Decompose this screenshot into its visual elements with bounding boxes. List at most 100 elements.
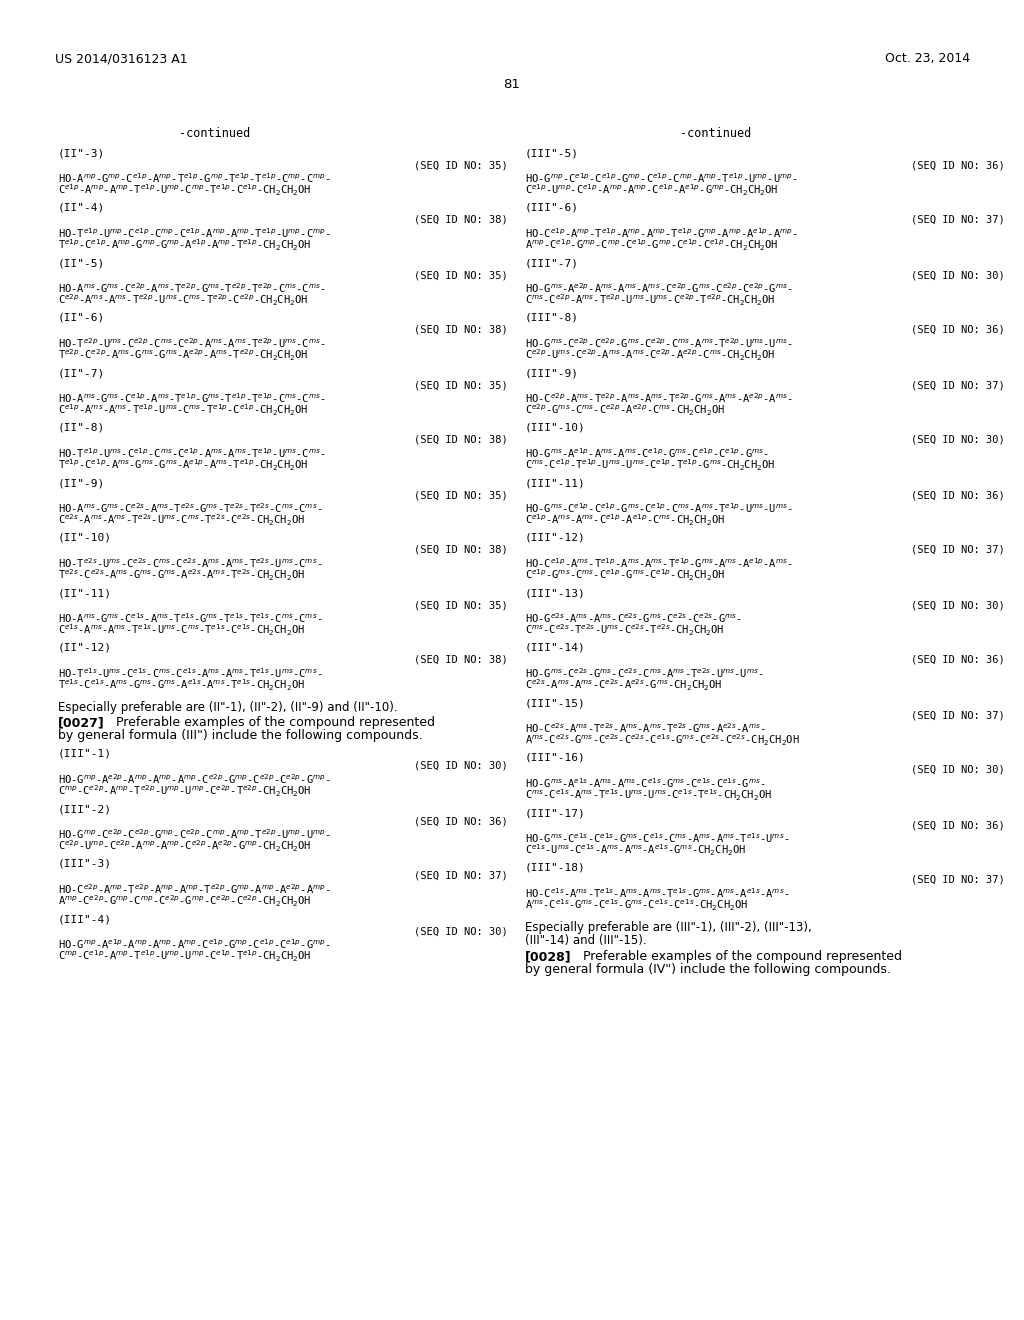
Text: (II"-8): (II"-8) — [58, 422, 105, 433]
Text: (II"-12): (II"-12) — [58, 643, 112, 653]
Text: HO-G$^{mp}$-A$^{e2p}$-A$^{mp}$-A$^{mp}$-A$^{mp}$-C$^{e2p}$-G$^{mp}$-C$^{e2p}$-C$: HO-G$^{mp}$-A$^{e2p}$-A$^{mp}$-A$^{mp}$-… — [58, 772, 331, 785]
Text: (SEQ ID NO: 30): (SEQ ID NO: 30) — [911, 766, 1005, 775]
Text: HO-G$^{mp}$-A$^{e1p}$-A$^{mp}$-A$^{mp}$-A$^{mp}$-C$^{e1p}$-G$^{mp}$-C$^{e1p}$-C$: HO-G$^{mp}$-A$^{e1p}$-A$^{mp}$-A$^{mp}$-… — [58, 937, 331, 950]
Text: (SEQ ID NO: 36): (SEQ ID NO: 36) — [911, 160, 1005, 170]
Text: (II"-5): (II"-5) — [58, 257, 105, 268]
Text: (III"-15): (III"-15) — [525, 698, 586, 708]
Text: (II"-7): (II"-7) — [58, 368, 105, 378]
Text: (III"-3): (III"-3) — [58, 859, 112, 869]
Text: HO-G$^{ms}$-C$^{e2s}$-G$^{ms}$-C$^{e2s}$-C$^{ms}$-A$^{ms}$-T$^{e2s}$-U$^{ms}$-U$: HO-G$^{ms}$-C$^{e2s}$-G$^{ms}$-C$^{e2s}$… — [525, 667, 764, 680]
Text: C$^{ms}$-C$^{e1s}$-A$^{ms}$-T$^{e1s}$-U$^{ms}$-U$^{ms}$-C$^{e1s}$-T$^{e1s}$-CH$_: C$^{ms}$-C$^{e1s}$-A$^{ms}$-T$^{e1s}$-U$… — [525, 787, 772, 803]
Text: C$^{e1p}$-A$^{mp}$-A$^{mp}$-T$^{e1p}$-U$^{mp}$-C$^{mp}$-T$^{e1p}$-C$^{e1p}$-CH$_: C$^{e1p}$-A$^{mp}$-A$^{mp}$-T$^{e1p}$-U$… — [58, 182, 311, 198]
Text: (SEQ ID NO: 37): (SEQ ID NO: 37) — [911, 875, 1005, 884]
Text: C$^{ms}$-C$^{e2p}$-A$^{ms}$-T$^{e2p}$-U$^{ms}$-U$^{ms}$-C$^{e2p}$-T$^{e2p}$-CH$_: C$^{ms}$-C$^{e2p}$-A$^{ms}$-T$^{e2p}$-U$… — [525, 292, 775, 308]
Text: HO-G$^{mp}$-C$^{e1p}$-C$^{e1p}$-G$^{mp}$-C$^{e1p}$-C$^{mp}$-A$^{mp}$-T$^{e1p}$-U: HO-G$^{mp}$-C$^{e1p}$-C$^{e1p}$-G$^{mp}$… — [525, 172, 798, 185]
Text: (SEQ ID NO: 37): (SEQ ID NO: 37) — [911, 215, 1005, 224]
Text: (III"-10): (III"-10) — [525, 422, 586, 433]
Text: HO-G$^{mp}$-C$^{e2p}$-C$^{e2p}$-G$^{mp}$-C$^{e2p}$-C$^{mp}$-A$^{mp}$-T$^{e2p}$-U: HO-G$^{mp}$-C$^{e2p}$-C$^{e2p}$-G$^{mp}$… — [58, 828, 331, 841]
Text: Oct. 23, 2014: Oct. 23, 2014 — [885, 51, 970, 65]
Text: (III"-1): (III"-1) — [58, 748, 112, 759]
Text: (III"-6): (III"-6) — [525, 203, 579, 213]
Text: HO-A$^{ms}$-G$^{ms}$-C$^{e2p}$-A$^{ms}$-T$^{e2p}$-G$^{ms}$-T$^{e2p}$-T$^{e2p}$-C: HO-A$^{ms}$-G$^{ms}$-C$^{e2p}$-A$^{ms}$-… — [58, 281, 326, 294]
Text: (SEQ ID NO: 37): (SEQ ID NO: 37) — [415, 871, 508, 880]
Text: HO-G$^{ms}$-A$^{e1p}$-A$^{ms}$-A$^{ms}$-C$^{e1p}$-G$^{ms}$-C$^{e1p}$-C$^{e1p}$-G: HO-G$^{ms}$-A$^{e1p}$-A$^{ms}$-A$^{ms}$-… — [525, 446, 769, 459]
Text: (III"-7): (III"-7) — [525, 257, 579, 268]
Text: (III"-14): (III"-14) — [525, 643, 586, 653]
Text: A$^{mp}$-C$^{e1p}$-G$^{mp}$-C$^{mp}$-C$^{e1p}$-G$^{mp}$-C$^{e1p}$-C$^{e1p}$-CH$_: A$^{mp}$-C$^{e1p}$-G$^{mp}$-C$^{mp}$-C$^… — [525, 238, 778, 252]
Text: -continued: -continued — [680, 127, 752, 140]
Text: (III"-13): (III"-13) — [525, 587, 586, 598]
Text: (SEQ ID NO: 30): (SEQ ID NO: 30) — [415, 762, 508, 771]
Text: HO-A$^{ms}$-G$^{ms}$-C$^{e1s}$-A$^{ms}$-T$^{e1s}$-G$^{ms}$-T$^{e1s}$-T$^{e1s}$-C: HO-A$^{ms}$-G$^{ms}$-C$^{e1s}$-A$^{ms}$-… — [58, 611, 323, 624]
Text: (SEQ ID NO: 38): (SEQ ID NO: 38) — [415, 436, 508, 445]
Text: HO-C$^{e1s}$-A$^{ms}$-T$^{e1s}$-A$^{ms}$-A$^{ms}$-T$^{e1s}$-G$^{ms}$-A$^{ms}$-A$: HO-C$^{e1s}$-A$^{ms}$-T$^{e1s}$-A$^{ms}$… — [525, 886, 790, 900]
Text: (SEQ ID NO: 36): (SEQ ID NO: 36) — [911, 655, 1005, 665]
Text: (SEQ ID NO: 35): (SEQ ID NO: 35) — [415, 490, 508, 500]
Text: C$^{e1p}$-A$^{ms}$-A$^{ms}$-T$^{e1p}$-U$^{ms}$-C$^{ms}$-T$^{e1p}$-C$^{e1p}$-CH$_: C$^{e1p}$-A$^{ms}$-A$^{ms}$-T$^{e1p}$-U$… — [58, 403, 308, 417]
Text: A$^{ms}$-C$^{e2s}$-G$^{ms}$-C$^{e2s}$-C$^{e2s}$-C$^{e1s}$-G$^{ms}$-C$^{e2s}$-C$^: A$^{ms}$-C$^{e2s}$-G$^{ms}$-C$^{e2s}$-C$… — [525, 733, 800, 747]
Text: [0027]: [0027] — [58, 715, 104, 729]
Text: T$^{e1p}$-C$^{e1p}$-A$^{mp}$-G$^{mp}$-G$^{mp}$-A$^{e1p}$-A$^{mp}$-T$^{e1p}$-CH$_: T$^{e1p}$-C$^{e1p}$-A$^{mp}$-G$^{mp}$-G$… — [58, 238, 311, 252]
Text: C$^{e1s}$-U$^{ms}$-C$^{e1s}$-A$^{ms}$-A$^{ms}$-A$^{e1s}$-G$^{ms}$-CH$_2$CH$_2$OH: C$^{e1s}$-U$^{ms}$-C$^{e1s}$-A$^{ms}$-A$… — [525, 842, 746, 858]
Text: T$^{e2p}$-C$^{e2p}$-A$^{ms}$-G$^{ms}$-G$^{ms}$-A$^{e2p}$-A$^{ms}$-T$^{e2p}$-CH$_: T$^{e2p}$-C$^{e2p}$-A$^{ms}$-G$^{ms}$-G$… — [58, 347, 308, 363]
Text: T$^{e1s}$-C$^{e1s}$-A$^{ms}$-G$^{ms}$-G$^{ms}$-A$^{e1s}$-A$^{ms}$-T$^{e1s}$-CH$_: T$^{e1s}$-C$^{e1s}$-A$^{ms}$-G$^{ms}$-G$… — [58, 677, 305, 693]
Text: HO-C$^{e2p}$-A$^{mp}$-T$^{e2p}$-A$^{mp}$-A$^{mp}$-T$^{e2p}$-G$^{mp}$-A$^{mp}$-A$: HO-C$^{e2p}$-A$^{mp}$-T$^{e2p}$-A$^{mp}$… — [58, 882, 331, 896]
Text: (II"-9): (II"-9) — [58, 478, 105, 488]
Text: (III"-5): (III"-5) — [525, 148, 579, 158]
Text: HO-A$^{ms}$-G$^{ms}$-C$^{e1p}$-A$^{ms}$-T$^{e1p}$-G$^{ms}$-T$^{e1p}$-T$^{e1p}$-C: HO-A$^{ms}$-G$^{ms}$-C$^{e1p}$-A$^{ms}$-… — [58, 391, 326, 405]
Text: (SEQ ID NO: 35): (SEQ ID NO: 35) — [415, 601, 508, 610]
Text: (SEQ ID NO: 36): (SEQ ID NO: 36) — [911, 490, 1005, 500]
Text: T$^{e2s}$-C$^{e2s}$-A$^{ms}$-G$^{ms}$-G$^{ms}$-A$^{e2s}$-A$^{ms}$-T$^{e2s}$-CH$_: T$^{e2s}$-C$^{e2s}$-A$^{ms}$-G$^{ms}$-G$… — [58, 568, 305, 582]
Text: HO-A$^{ms}$-G$^{ms}$-C$^{e2s}$-A$^{ms}$-T$^{e2s}$-G$^{ms}$-T$^{e2s}$-T$^{e2s}$-C: HO-A$^{ms}$-G$^{ms}$-C$^{e2s}$-A$^{ms}$-… — [58, 502, 323, 515]
Text: C$^{e2p}$-U$^{ms}$-C$^{e2p}$-A$^{ms}$-A$^{ms}$-C$^{e2p}$-A$^{e2p}$-C$^{ms}$-CH$_: C$^{e2p}$-U$^{ms}$-C$^{e2p}$-A$^{ms}$-A$… — [525, 347, 775, 363]
Text: HO-C$^{e1p}$-A$^{mp}$-T$^{e1p}$-A$^{mp}$-A$^{mp}$-T$^{e1p}$-G$^{mp}$-A$^{mp}$-A$: HO-C$^{e1p}$-A$^{mp}$-T$^{e1p}$-A$^{mp}$… — [525, 226, 798, 240]
Text: by general formula (IV") include the following compounds.: by general formula (IV") include the fol… — [525, 964, 891, 975]
Text: (SEQ ID NO: 38): (SEQ ID NO: 38) — [415, 215, 508, 224]
Text: (III"-2): (III"-2) — [58, 804, 112, 814]
Text: Especially preferable are (II"-1), (II"-2), (II"-9) and (II"-10).: Especially preferable are (II"-1), (II"-… — [58, 701, 397, 714]
Text: C$^{e1s}$-A$^{ms}$-A$^{ms}$-T$^{e1s}$-U$^{ms}$-C$^{ms}$-T$^{e1s}$-C$^{e1s}$-CH$_: C$^{e1s}$-A$^{ms}$-A$^{ms}$-T$^{e1s}$-U$… — [58, 622, 305, 638]
Text: (III"-16): (III"-16) — [525, 752, 586, 763]
Text: (III"-9): (III"-9) — [525, 368, 579, 378]
Text: (SEQ ID NO: 30): (SEQ ID NO: 30) — [911, 436, 1005, 445]
Text: HO-G$^{ms}$-A$^{e2p}$-A$^{ms}$-A$^{ms}$-A$^{ms}$-C$^{e2p}$-G$^{ms}$-C$^{e2p}$-C$: HO-G$^{ms}$-A$^{e2p}$-A$^{ms}$-A$^{ms}$-… — [525, 281, 793, 294]
Text: (II"-10): (II"-10) — [58, 533, 112, 543]
Text: (II"-4): (II"-4) — [58, 203, 105, 213]
Text: (SEQ ID NO: 35): (SEQ ID NO: 35) — [415, 380, 508, 389]
Text: HO-C$^{e2s}$-A$^{ms}$-T$^{e2s}$-A$^{ms}$-A$^{ms}$-T$^{e2s}$-G$^{ms}$-A$^{e2s}$-A: HO-C$^{e2s}$-A$^{ms}$-T$^{e2s}$-A$^{ms}$… — [525, 721, 766, 735]
Text: (SEQ ID NO: 37): (SEQ ID NO: 37) — [911, 380, 1005, 389]
Text: (III"-12): (III"-12) — [525, 533, 586, 543]
Text: C$^{e2p}$-U$^{mp}$-C$^{e2p}$-A$^{mp}$-A$^{mp}$-C$^{e2p}$-A$^{e2p}$-G$^{mp}$-CH$_: C$^{e2p}$-U$^{mp}$-C$^{e2p}$-A$^{mp}$-A$… — [58, 838, 311, 854]
Text: (III"-14) and (III"-15).: (III"-14) and (III"-15). — [525, 935, 646, 946]
Text: HO-A$^{mp}$-G$^{mp}$-C$^{e1p}$-A$^{mp}$-T$^{e1p}$-G$^{mp}$-T$^{e1p}$-T$^{e1p}$-C: HO-A$^{mp}$-G$^{mp}$-C$^{e1p}$-A$^{mp}$-… — [58, 172, 331, 185]
Text: (III"-18): (III"-18) — [525, 863, 586, 873]
Text: Preferable examples of the compound represented: Preferable examples of the compound repr… — [575, 950, 902, 964]
Text: C$^{ms}$-C$^{e2s}$-T$^{e2s}$-U$^{ms}$-C$^{e2s}$-T$^{e2s}$-CH$_2$CH$_2$OH: C$^{ms}$-C$^{e2s}$-T$^{e2s}$-U$^{ms}$-C$… — [525, 622, 725, 638]
Text: HO-G$^{e2s}$-A$^{ms}$-A$^{ms}$-C$^{e2s}$-G$^{ms}$-C$^{e2s}$-C$^{e2s}$-G$^{ms}$-: HO-G$^{e2s}$-A$^{ms}$-A$^{ms}$-C$^{e2s}$… — [525, 611, 742, 624]
Text: (II"-6): (II"-6) — [58, 313, 105, 323]
Text: (SEQ ID NO: 36): (SEQ ID NO: 36) — [911, 325, 1005, 335]
Text: C$^{e1p}$-G$^{ms}$-C$^{ms}$-C$^{e1p}$-G$^{ms}$-C$^{e1p}$-CH$_2$CH$_2$OH: C$^{e1p}$-G$^{ms}$-C$^{ms}$-C$^{e1p}$-G$… — [525, 568, 725, 582]
Text: (III"-17): (III"-17) — [525, 808, 586, 818]
Text: T$^{e1p}$-C$^{e1p}$-A$^{ms}$-G$^{ms}$-G$^{ms}$-A$^{e1p}$-A$^{ms}$-T$^{e1p}$-CH$_: T$^{e1p}$-C$^{e1p}$-A$^{ms}$-G$^{ms}$-G$… — [58, 457, 308, 473]
Text: Preferable examples of the compound represented: Preferable examples of the compound repr… — [108, 715, 435, 729]
Text: C$^{e1p}$-A$^{ms}$-A$^{ms}$-C$^{e1p}$-A$^{e1p}$-C$^{ms}$-CH$_2$CH$_2$OH: C$^{e1p}$-A$^{ms}$-A$^{ms}$-C$^{e1p}$-A$… — [525, 512, 725, 528]
Text: by general formula (III") include the following compounds.: by general formula (III") include the fo… — [58, 729, 423, 742]
Text: Especially preferable are (III"-1), (III"-2), (III"-13),: Especially preferable are (III"-1), (III… — [525, 921, 812, 935]
Text: (SEQ ID NO: 38): (SEQ ID NO: 38) — [415, 545, 508, 554]
Text: (III"-11): (III"-11) — [525, 478, 586, 488]
Text: A$^{ms}$-C$^{e1s}$-G$^{ms}$-C$^{e1s}$-G$^{ms}$-C$^{e1s}$-C$^{e1s}$-CH$_2$CH$_2$O: A$^{ms}$-C$^{e1s}$-G$^{ms}$-C$^{e1s}$-G$… — [525, 898, 749, 912]
Text: C$^{e1p}$-U$^{mp}$-C$^{e1p}$-A$^{mp}$-A$^{mp}$-C$^{e1p}$-A$^{e1p}$-G$^{mp}$-CH$_: C$^{e1p}$-U$^{mp}$-C$^{e1p}$-A$^{mp}$-A$… — [525, 182, 778, 198]
Text: (SEQ ID NO: 37): (SEQ ID NO: 37) — [911, 710, 1005, 719]
Text: C$^{e2p}$-A$^{ms}$-A$^{ms}$-T$^{e2p}$-U$^{ms}$-C$^{ms}$-T$^{e2p}$-C$^{e2p}$-CH$_: C$^{e2p}$-A$^{ms}$-A$^{ms}$-T$^{e2p}$-U$… — [58, 292, 308, 308]
Text: HO-T$^{e1s}$-U$^{ms}$-C$^{e1s}$-C$^{ms}$-C$^{e1s}$-A$^{ms}$-A$^{ms}$-T$^{e1s}$-U: HO-T$^{e1s}$-U$^{ms}$-C$^{e1s}$-C$^{ms}$… — [58, 667, 323, 680]
Text: C$^{ms}$-C$^{e1p}$-T$^{e1p}$-U$^{ms}$-U$^{ms}$-C$^{e1p}$-T$^{e1p}$-G$^{ms}$-CH$_: C$^{ms}$-C$^{e1p}$-T$^{e1p}$-U$^{ms}$-U$… — [525, 457, 775, 473]
Text: HO-G$^{ms}$-A$^{e1s}$-A$^{ms}$-A$^{ms}$-C$^{e1s}$-G$^{ms}$-C$^{e1s}$-C$^{e1s}$-G: HO-G$^{ms}$-A$^{e1s}$-A$^{ms}$-A$^{ms}$-… — [525, 776, 766, 789]
Text: (SEQ ID NO: 38): (SEQ ID NO: 38) — [415, 325, 508, 335]
Text: (SEQ ID NO: 36): (SEQ ID NO: 36) — [911, 820, 1005, 830]
Text: (III"-4): (III"-4) — [58, 913, 112, 924]
Text: C$^{e2s}$-A$^{ms}$-A$^{ms}$-T$^{e2s}$-U$^{ms}$-C$^{ms}$-T$^{e2s}$-C$^{e2s}$-CH$_: C$^{e2s}$-A$^{ms}$-A$^{ms}$-T$^{e2s}$-U$… — [58, 512, 305, 528]
Text: (SEQ ID NO: 38): (SEQ ID NO: 38) — [415, 655, 508, 665]
Text: HO-G$^{ms}$-C$^{e1p}$-C$^{e1p}$-G$^{ms}$-C$^{e1p}$-C$^{ms}$-A$^{ms}$-T$^{e1p}$-U: HO-G$^{ms}$-C$^{e1p}$-C$^{e1p}$-G$^{ms}$… — [525, 502, 793, 515]
Text: HO-C$^{e1p}$-A$^{ms}$-T$^{e1p}$-A$^{ms}$-A$^{ms}$-T$^{e1p}$-G$^{ms}$-A$^{ms}$-A$: HO-C$^{e1p}$-A$^{ms}$-T$^{e1p}$-A$^{ms}$… — [525, 556, 793, 570]
